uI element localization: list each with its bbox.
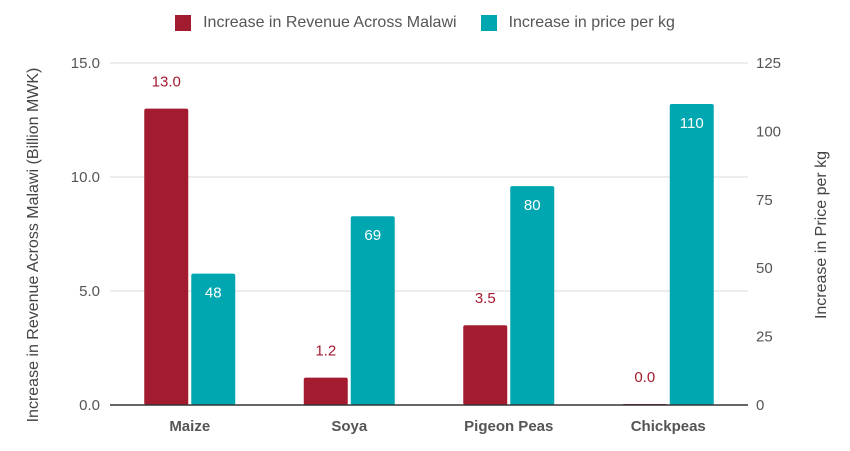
y-tick-right: 50 xyxy=(756,260,773,277)
y-tick-left: 5.0 xyxy=(79,283,100,300)
y-tick-right: 100 xyxy=(756,123,781,140)
bar-revenue-maize xyxy=(144,108,189,405)
data-label-revenue: 3.5 xyxy=(475,290,496,307)
y-tick-left: 0.0 xyxy=(79,397,100,414)
x-tick-label: Chickpeas xyxy=(631,418,706,435)
y-tick-right: 0 xyxy=(756,397,764,414)
data-label-revenue: 1.2 xyxy=(315,343,336,360)
data-label-revenue: 0.0 xyxy=(634,369,655,386)
y-tick-right: 125 xyxy=(756,55,781,72)
data-label-price: 69 xyxy=(364,227,381,244)
legend-label-revenue: Increase in Revenue Across Malawi xyxy=(203,14,457,31)
legend-swatch-revenue xyxy=(175,15,192,31)
y-tick-right: 25 xyxy=(756,329,773,346)
legend-swatch-price xyxy=(480,15,497,31)
bar-price-maize xyxy=(191,273,236,405)
data-label-revenue: 13.0 xyxy=(152,74,181,91)
legend-item-revenue: Increase in Revenue Across Malawi xyxy=(175,14,457,32)
chart-legend: Increase in Revenue Across Malawi Increa… xyxy=(0,14,850,32)
y-tick-left: 10.0 xyxy=(71,169,100,186)
x-tick-label: Soya xyxy=(331,418,368,435)
bar-price-pigeon-peas xyxy=(510,186,555,405)
x-tick-label: Pigeon Peas xyxy=(464,418,553,435)
data-label-price: 110 xyxy=(680,115,704,132)
data-label-price: 48 xyxy=(205,285,222,302)
legend-label-price: Increase in price per kg xyxy=(508,14,675,31)
data-label-price: 80 xyxy=(524,197,541,214)
legend-item-price: Increase in price per kg xyxy=(480,14,675,32)
bar-revenue-soya xyxy=(303,377,348,405)
bar-revenue-pigeon-peas xyxy=(463,325,508,405)
bar-price-soya xyxy=(350,216,395,405)
y-tick-left: 15.0 xyxy=(71,55,100,72)
x-tick-label: Maize xyxy=(169,418,210,435)
y-tick-right: 75 xyxy=(756,192,773,209)
bar-price-chickpeas xyxy=(669,104,714,405)
